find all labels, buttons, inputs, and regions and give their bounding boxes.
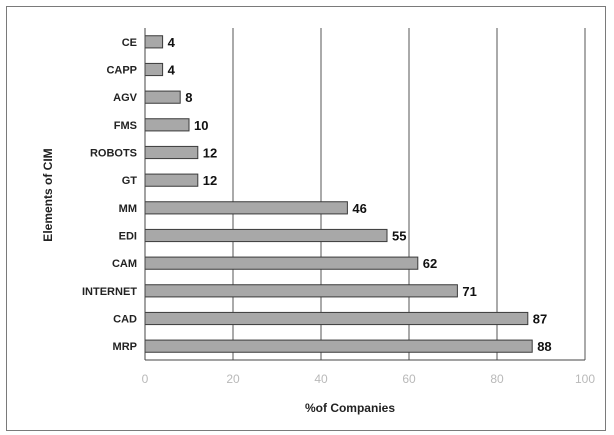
category-label-cam: CAM [112, 258, 137, 270]
bar-ce [144, 35, 164, 49]
x-tick-label-20: 20 [226, 372, 240, 386]
x-tick-labels: 0 20 40 60 80 100 [142, 372, 596, 386]
data-label-gt: 12 [203, 173, 217, 188]
x-tick-label-60: 60 [402, 372, 416, 386]
gridlines [232, 28, 586, 360]
x-tick-label-100: 100 [575, 372, 595, 386]
data-label-internet: 71 [462, 284, 476, 299]
data-label-cad: 87 [533, 312, 547, 327]
category-label-cad: CAD [113, 314, 137, 326]
x-tick-label-0: 0 [142, 372, 149, 386]
category-label-mrp: MRP [113, 341, 137, 353]
data-label-cam: 62 [423, 256, 437, 271]
bar-mrp [144, 339, 533, 353]
data-label-robots: 12 [203, 146, 217, 161]
data-label-mrp: 88 [537, 339, 551, 354]
y-axis-title: Elements of CIM [41, 148, 55, 241]
x-tick-label-40: 40 [314, 372, 328, 386]
x-tick-label-80: 80 [490, 372, 504, 386]
bar-cad [144, 311, 529, 326]
bar-mm [144, 201, 348, 215]
category-label-internet: INTERNET [82, 286, 137, 298]
data-label-agv: 8 [185, 90, 192, 105]
category-label-agv: AGV [113, 92, 138, 104]
data-label-edi: 55 [392, 229, 406, 244]
bar-agv [144, 90, 181, 104]
category-label-mm: MM [119, 203, 137, 215]
bar-gt [144, 173, 199, 187]
category-label-fms: FMS [114, 120, 137, 132]
category-label-ce: CE [122, 37, 137, 49]
data-label-capp: 4 [168, 63, 176, 78]
category-label-edi: EDI [119, 231, 137, 243]
data-label-ce: 4 [168, 35, 176, 50]
category-label-gt: GT [122, 175, 138, 187]
bar-internet [144, 284, 458, 298]
x-axis-title: %of Companies [305, 401, 395, 415]
data-label-fms: 10 [194, 118, 208, 133]
bar-capp [144, 62, 164, 77]
category-label-capp: CAPP [106, 65, 137, 77]
bar-fms [144, 118, 190, 132]
bar-robots [144, 145, 199, 160]
bars [144, 35, 533, 353]
category-label-robots: ROBOTS [90, 148, 137, 160]
category-labels: CE CAPP AGV FMS ROBOTS GT MM EDI CAM INTERNET CAD M… [82, 37, 138, 353]
bar-edi [144, 228, 388, 243]
chart-frame [6, 6, 606, 431]
data-label-mm: 46 [352, 201, 366, 216]
bar-cam [144, 256, 419, 270]
